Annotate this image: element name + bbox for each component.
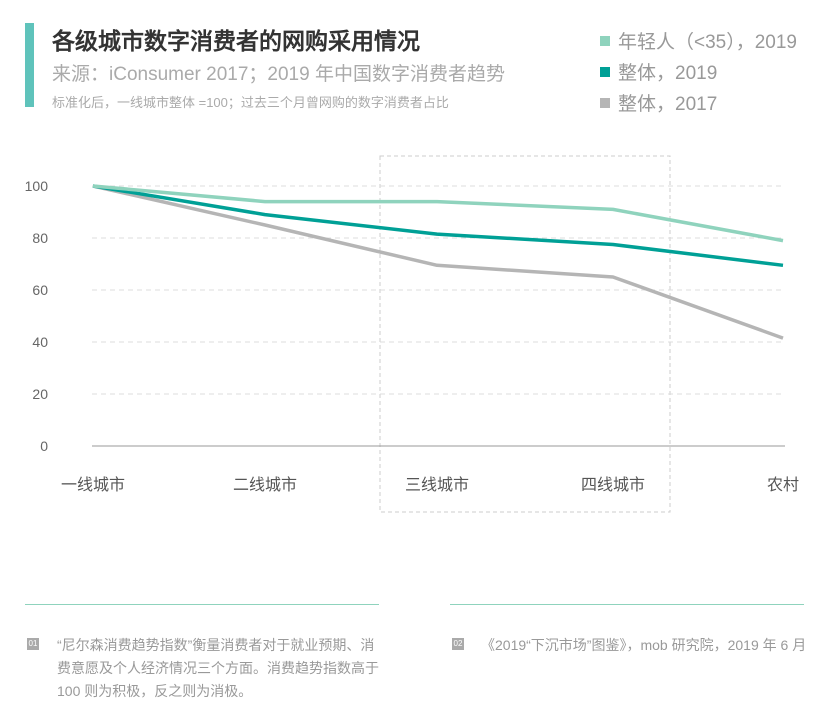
footnote-number: 02 [452,638,464,650]
legend-item: 整体，2019 [600,56,797,87]
title-accent-bar [25,23,34,107]
legend-label: 年轻人（<35），2019 [618,32,797,53]
line-chart: 0 20 40 60 80 100 一线城市 二线城市 三线城市 四线城市 农村 [25,155,799,513]
series-line [92,184,784,268]
x-tick-label: 一线城市 [61,476,125,494]
legend-swatch [600,35,610,46]
footnote-text: “尼尔森消费趋势指数”衡量消费者对于就业预期、消费意愿及个人经济情况三个方面。消… [57,637,379,699]
x-tick-label: 二线城市 [233,476,297,494]
series-line [92,184,784,340]
divider [25,604,379,605]
y-tick-label: 0 [40,438,48,454]
legend-item: 年轻人（<35），2019 [600,25,797,56]
source-text: 来源：iConsumer 2017；2019 年中国数字消费者趋势 [52,64,505,85]
footnote-text: 《2019“下沉市场”图鉴》，mob 研究院，2019 年 6 月 [481,637,807,653]
x-tick-label: 农村 [767,476,799,494]
divider [450,604,804,605]
chart-note: 标准化后，一线城市整体 =100；过去三个月曾网购的数字消费者占比 [52,95,449,110]
legend-label: 整体，2019 [618,63,718,84]
x-tick-label: 四线城市 [581,476,645,494]
legend-label: 整体，2017 [618,94,718,115]
footnote-number: 01 [27,638,39,650]
y-tick-label: 20 [32,386,48,402]
series-line [92,184,784,243]
legend-item: 整体，2017 [600,87,797,118]
y-tick-label: 60 [32,282,48,298]
highlight-box [379,155,671,513]
x-tick-label: 三线城市 [405,476,469,494]
y-tick-label: 80 [32,230,48,246]
page-title: 各级城市数字消费者的网购采用情况 [52,28,420,54]
y-tick-label: 40 [32,334,48,350]
legend-swatch [600,66,610,77]
legend: 年轻人（<35），2019 整体，2019 整体，2017 [600,25,797,118]
y-tick-label: 100 [25,178,49,194]
legend-swatch [600,97,610,108]
